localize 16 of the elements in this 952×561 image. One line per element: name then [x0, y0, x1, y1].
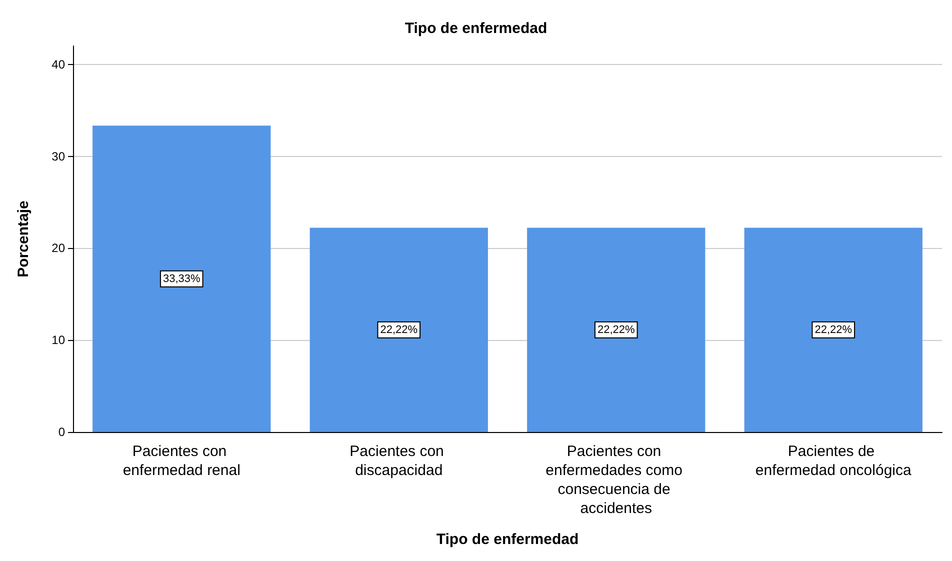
data-label: 33,33%: [162, 272, 200, 285]
data-label: 22,22%: [597, 324, 635, 336]
x-tick-label: Pacientes de enfermedad oncológica: [755, 443, 912, 479]
x-tick-label: Pacientes con discapacidad: [350, 443, 448, 479]
y-axis-title: Porcentaje: [15, 200, 32, 278]
y-tick-label: 40: [52, 57, 66, 72]
chart-title: Tipo de enfermedad: [404, 20, 548, 37]
y-tick-label: 0: [58, 425, 66, 439]
x-tick-label: Pacientes con enfermedad renal: [122, 443, 240, 479]
x-axis-title: Tipo de enfermedad: [436, 531, 579, 548]
data-label: 22,22%: [814, 324, 852, 336]
y-tick-label: 10: [52, 333, 66, 348]
x-tick-label: Pacientes con enfermedades como consecuencia de accidentes: [546, 443, 687, 517]
data-label: 22,22%: [380, 324, 418, 336]
y-tick-label: 30: [52, 149, 66, 164]
y-tick-label: 20: [52, 241, 66, 256]
